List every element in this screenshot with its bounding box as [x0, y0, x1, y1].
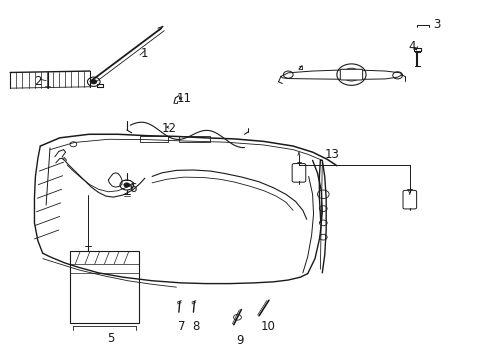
Circle shape: [91, 80, 97, 84]
Text: 1: 1: [141, 47, 148, 60]
FancyBboxPatch shape: [402, 190, 416, 209]
Text: 7: 7: [177, 320, 184, 333]
Bar: [70, 251, 138, 323]
Text: 8: 8: [192, 320, 199, 333]
Text: 6: 6: [129, 183, 136, 195]
Text: 3: 3: [432, 18, 439, 31]
Bar: [179, 136, 210, 143]
FancyBboxPatch shape: [340, 69, 362, 80]
Bar: [140, 136, 168, 143]
Text: 9: 9: [235, 333, 243, 347]
Circle shape: [123, 183, 129, 187]
Text: 11: 11: [176, 92, 191, 105]
Text: 4: 4: [407, 40, 415, 53]
Text: 12: 12: [162, 122, 176, 135]
Text: 13: 13: [324, 148, 339, 162]
FancyBboxPatch shape: [291, 163, 305, 182]
Text: 5: 5: [107, 333, 114, 346]
Text: 10: 10: [260, 320, 275, 333]
Text: 2: 2: [34, 75, 41, 88]
